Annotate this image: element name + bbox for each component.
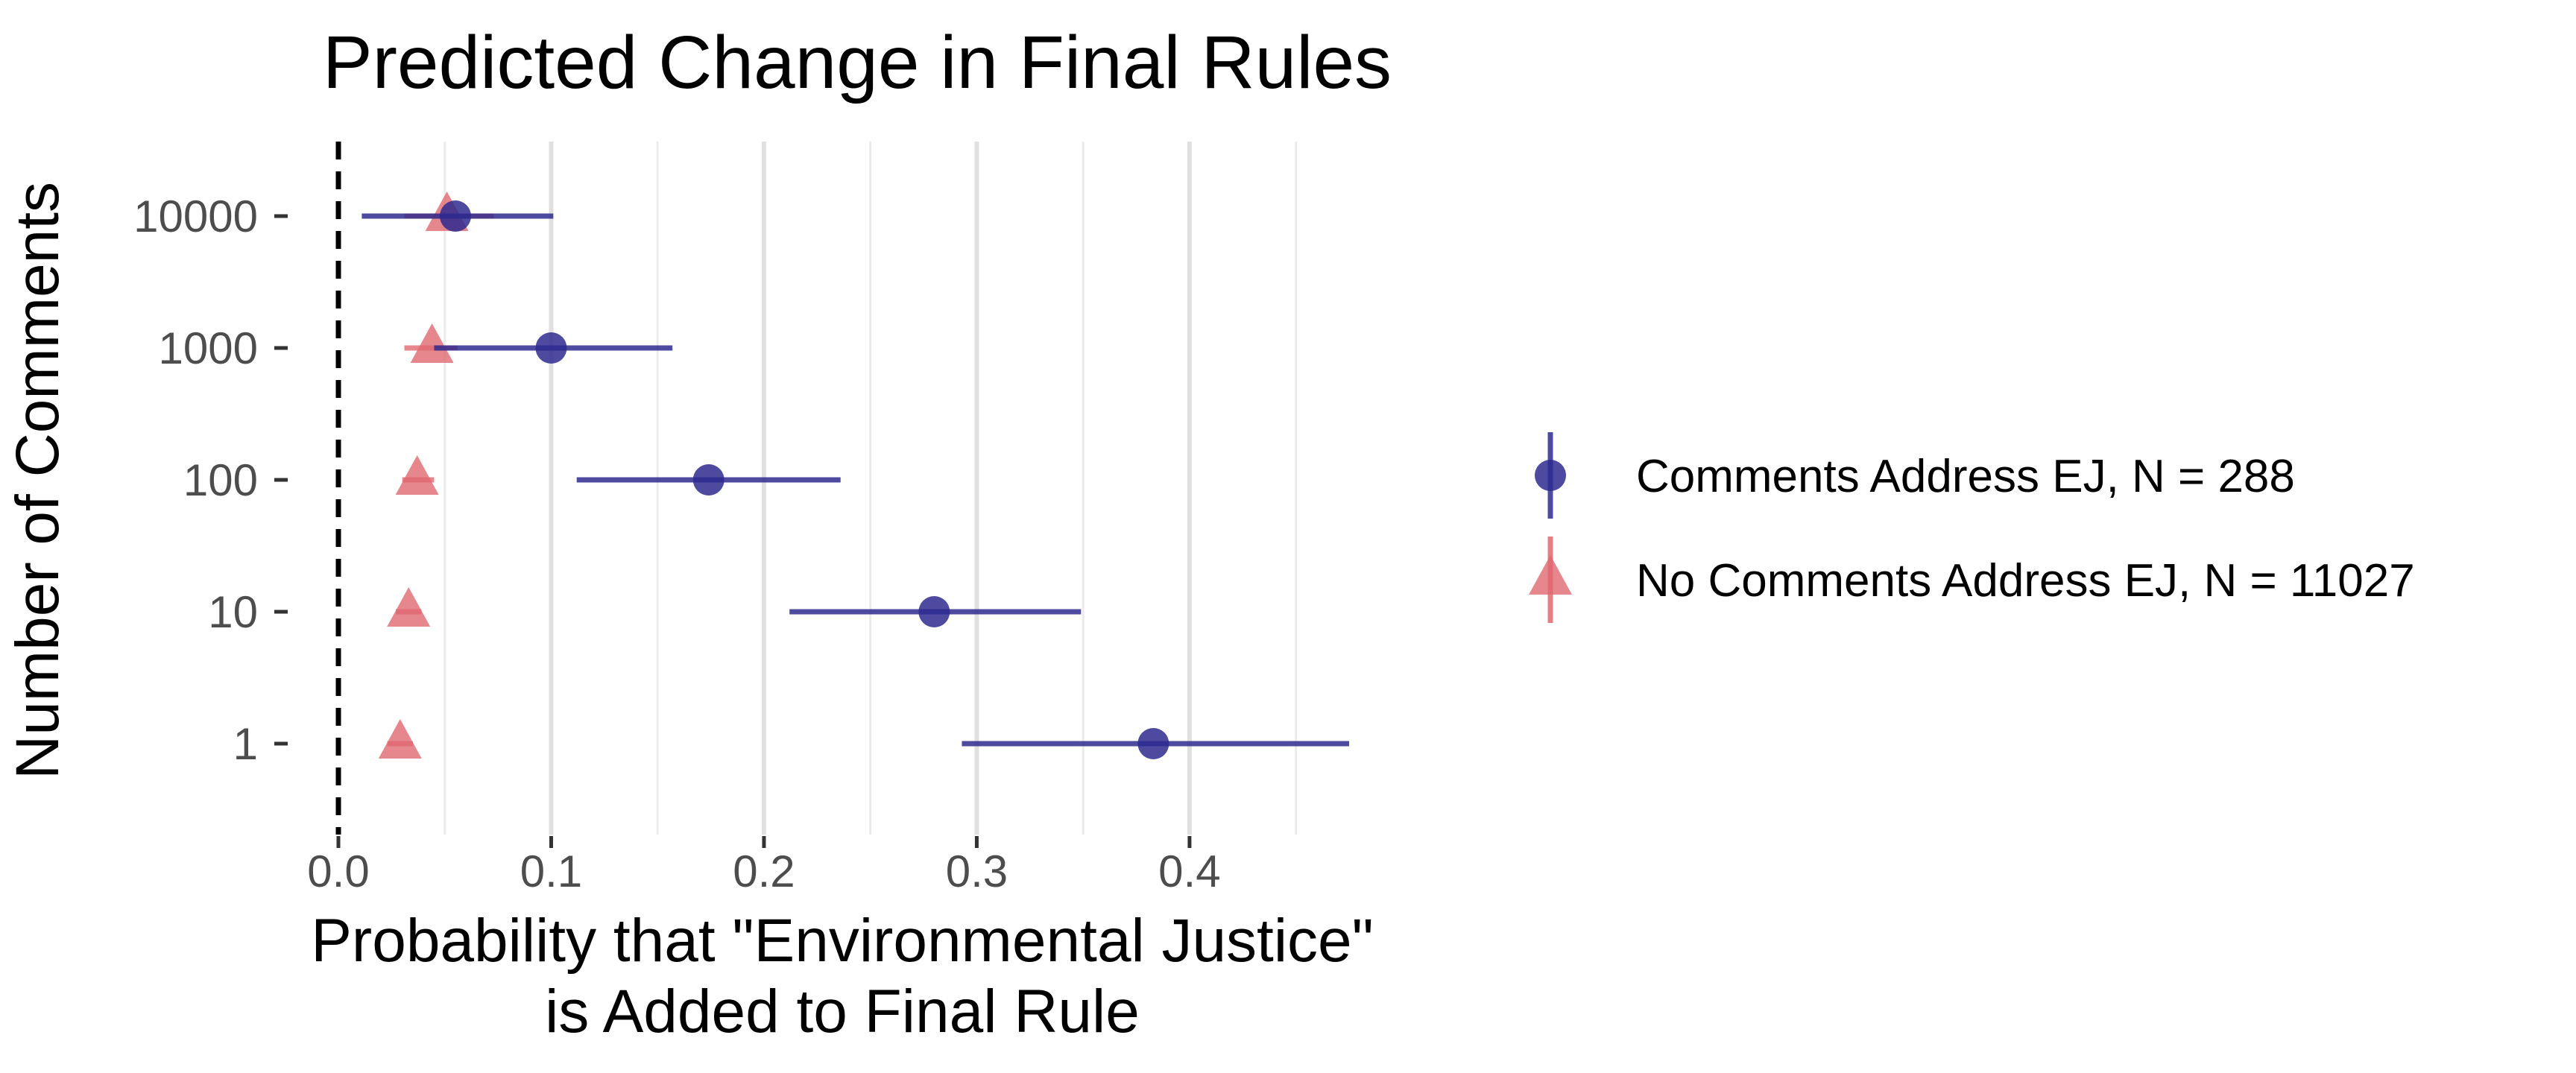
series-0-point-3 <box>789 596 1082 627</box>
legend-key-marker-0 <box>1535 460 1566 491</box>
series-1-marker-4 <box>378 719 422 759</box>
series-1-point-1 <box>404 323 458 363</box>
series-0-marker-2 <box>692 464 724 496</box>
series-1-marker-2 <box>395 455 439 495</box>
legend-label-1: No Comments Address EJ, N = 11027 <box>1636 555 2415 607</box>
series-0-marker-1 <box>535 332 567 364</box>
series-layer <box>362 192 1349 759</box>
series-0-marker-4 <box>1137 728 1169 759</box>
x-axis-title-line-1: Probability that "Environmental Justice" <box>311 907 1374 975</box>
series-0-point-2 <box>576 464 841 496</box>
x-tick-label-0: 0.0 <box>307 846 369 896</box>
series-1-marker-1 <box>410 323 454 363</box>
x-tick-label-3: 0.3 <box>946 846 1008 896</box>
legend-key-0 <box>1535 432 1566 519</box>
series-1-point-3 <box>387 587 431 627</box>
x-tick-label-2: 0.2 <box>733 846 795 896</box>
y-tick-label-3: 10 <box>208 587 258 637</box>
y-axis: 10000 1000 100 10 1 <box>133 192 288 769</box>
y-tick-label-4: 1 <box>233 719 258 769</box>
legend-label-0: Comments Address EJ, N = 288 <box>1636 451 2295 502</box>
series-0-point-1 <box>434 332 673 364</box>
y-tick-label-0: 10000 <box>133 192 258 241</box>
series-1-marker-3 <box>387 587 431 627</box>
legend: Comments Address EJ, N = 288 No Comments … <box>1529 432 2415 623</box>
series-1-point-2 <box>395 455 439 495</box>
x-tick-label-4: 0.4 <box>1158 846 1220 896</box>
series-0-marker-0 <box>440 200 472 232</box>
x-axis: 0.0 0.1 0.2 0.3 0.4 <box>307 836 1221 896</box>
chart-title: Predicted Change in Final Rules <box>323 21 1392 104</box>
x-axis-title-line-2: is Added to Final Rule <box>545 978 1140 1045</box>
grid-layer <box>443 142 1298 835</box>
x-tick-label-1: 0.1 <box>520 846 582 896</box>
legend-key-marker-1 <box>1529 555 1572 595</box>
y-tick-label-2: 100 <box>183 455 258 505</box>
y-tick-label-1: 1000 <box>159 323 258 373</box>
y-axis-title: Number of Comments <box>4 182 72 779</box>
series-0-point-0 <box>362 200 554 232</box>
series-0-point-4 <box>962 728 1349 759</box>
legend-key-1 <box>1529 536 1572 623</box>
series-0-marker-3 <box>918 596 950 627</box>
series-1-point-4 <box>378 719 422 759</box>
